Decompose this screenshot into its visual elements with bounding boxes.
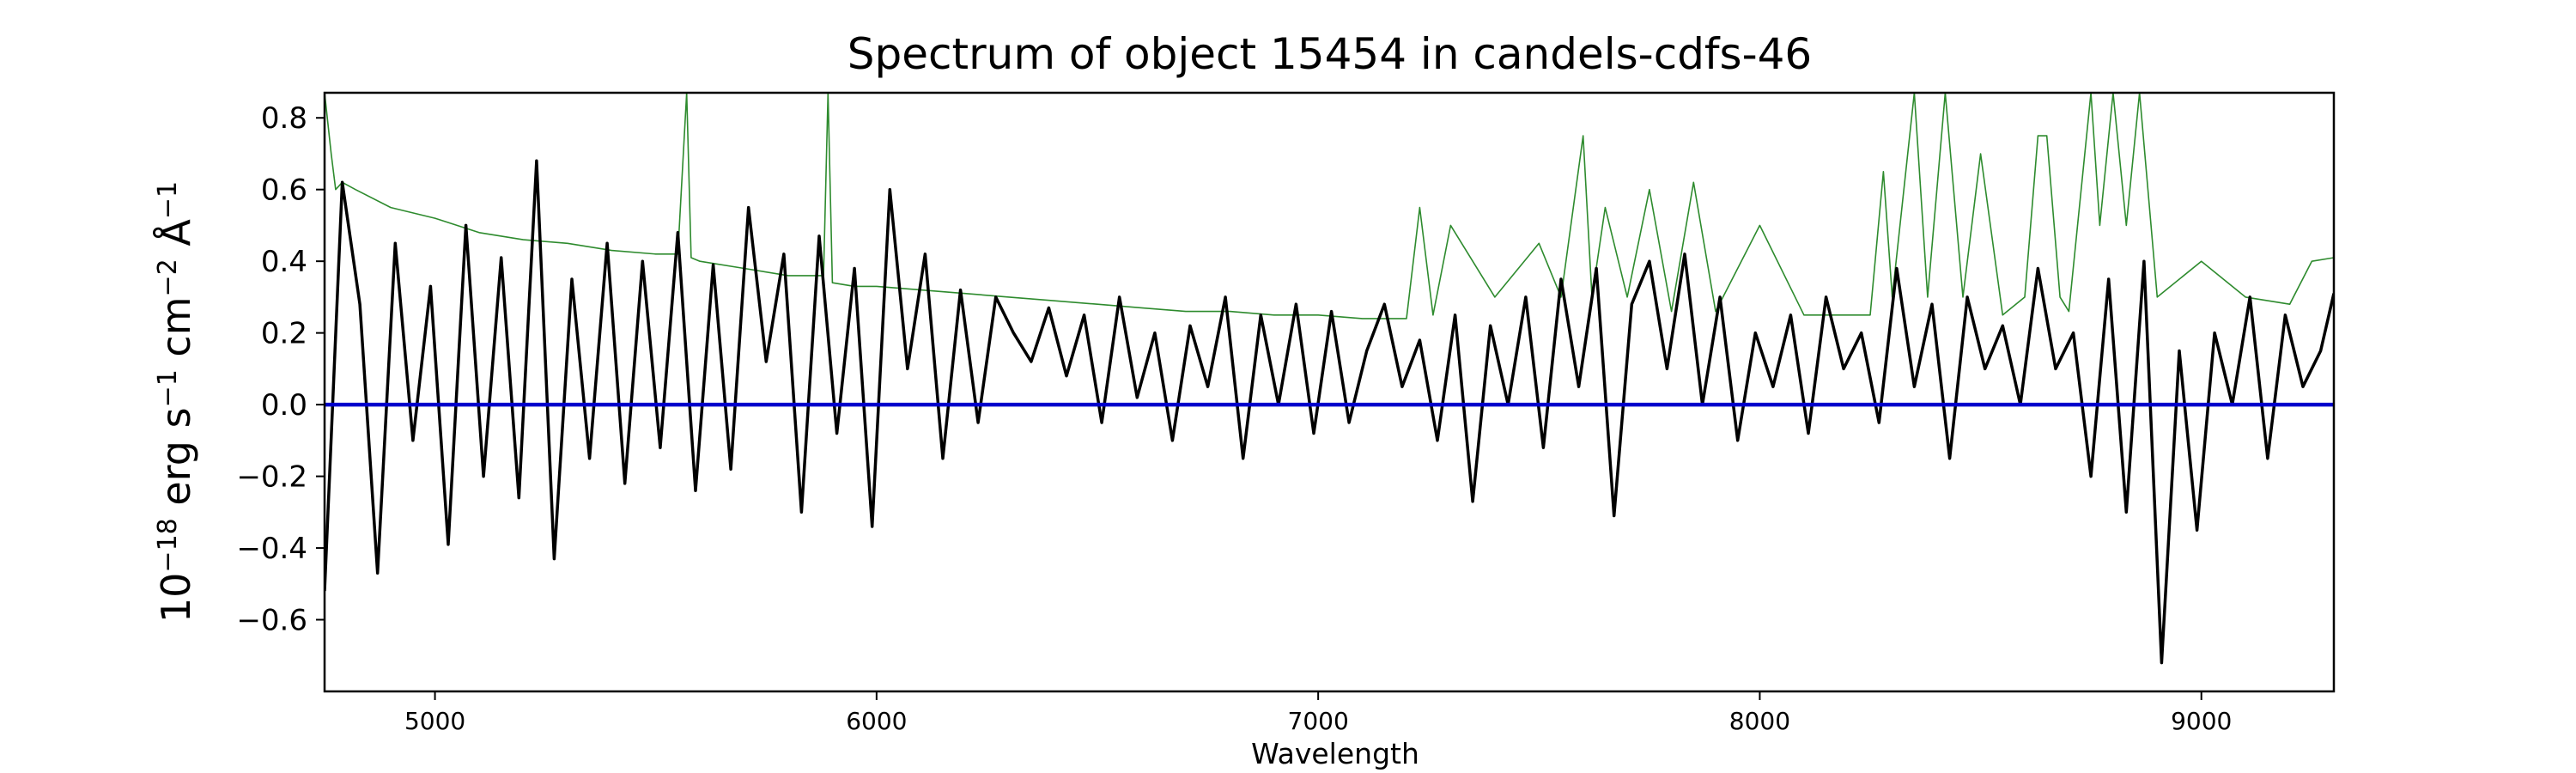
y-tick-label: −0.6: [236, 604, 307, 638]
axes-frame: [323, 91, 2336, 693]
y-tick-label: 0.6: [261, 173, 307, 208]
x-tick-label: 8000: [1729, 707, 1790, 735]
y-tick-label: 0.8: [261, 101, 307, 136]
flux-series-line: [325, 159, 2334, 665]
x-tick-label: 9000: [2171, 707, 2232, 735]
x-tick-label: 6000: [846, 707, 907, 735]
x-tick-label: 5000: [404, 707, 465, 735]
y-tick-label: 0.0: [261, 388, 307, 423]
chart-title: Spectrum of object 15454 in candels-cdfs…: [847, 29, 1813, 79]
error-series-line: [325, 93, 2334, 320]
y-tick-label: −0.4: [236, 532, 307, 566]
y-tick-label: 0.4: [261, 245, 307, 279]
x-tick-label: 7000: [1288, 707, 1349, 735]
x-axis-label: Wavelength: [1251, 737, 1419, 770]
y-tick-label: 0.2: [261, 317, 307, 351]
y-tick-label: −0.2: [236, 460, 307, 495]
